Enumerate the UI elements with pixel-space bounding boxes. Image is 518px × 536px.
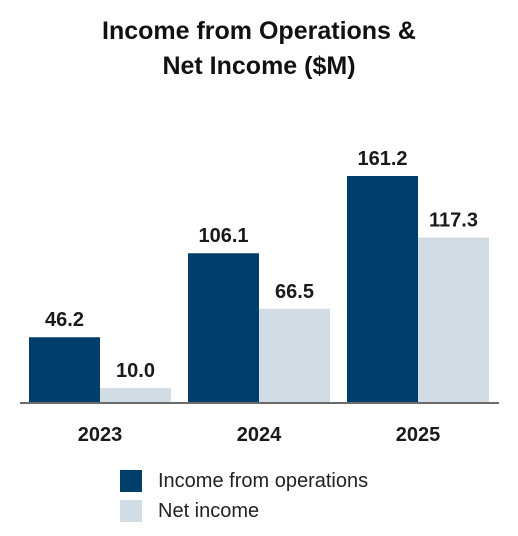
bar-net-income-2024 bbox=[259, 308, 330, 402]
bar-chart: 46.2 10.0 2023 106.1 66.5 2024 161.2 117.3 2025 bbox=[20, 148, 499, 446]
chart-title-line-2: Net Income ($M) bbox=[162, 52, 356, 80]
legend-item-net-income: Net income bbox=[120, 496, 368, 526]
data-label-net-income-2023: 10.0 bbox=[116, 360, 155, 382]
x-tick-label-2025: 2025 bbox=[396, 424, 441, 446]
bar-income-from-operations-2024 bbox=[188, 253, 259, 402]
data-label-net-income-2024: 66.5 bbox=[275, 281, 314, 303]
data-label-income-from-operations-2024: 106.1 bbox=[198, 225, 248, 247]
x-tick-label-2024: 2024 bbox=[237, 424, 282, 446]
bar-net-income-2023 bbox=[100, 387, 171, 402]
chart-title-line-1: Income from Operations & bbox=[102, 17, 416, 45]
bar-income-from-operations-2023 bbox=[29, 337, 100, 402]
legend-label-income-from-operations: Income from operations bbox=[158, 469, 369, 492]
legend-swatch-net-income bbox=[120, 500, 142, 522]
legend: Income from operations Net income bbox=[120, 466, 368, 526]
chart-title: Income from Operations & Net Income ($M) bbox=[0, 14, 518, 84]
data-label-net-income-2025: 117.3 bbox=[429, 210, 478, 232]
x-tick-label-2023: 2023 bbox=[78, 424, 123, 446]
data-label-income-from-operations-2023: 46.2 bbox=[45, 309, 84, 331]
legend-item-income-from-operations: Income from operations bbox=[120, 466, 368, 496]
legend-swatch-income-from-operations bbox=[120, 470, 142, 492]
bar-income-from-operations-2025 bbox=[347, 176, 418, 402]
bar-net-income-2025 bbox=[418, 237, 489, 402]
data-label-income-from-operations-2025: 161.2 bbox=[357, 148, 407, 170]
legend-label-net-income: Net income bbox=[158, 499, 260, 522]
